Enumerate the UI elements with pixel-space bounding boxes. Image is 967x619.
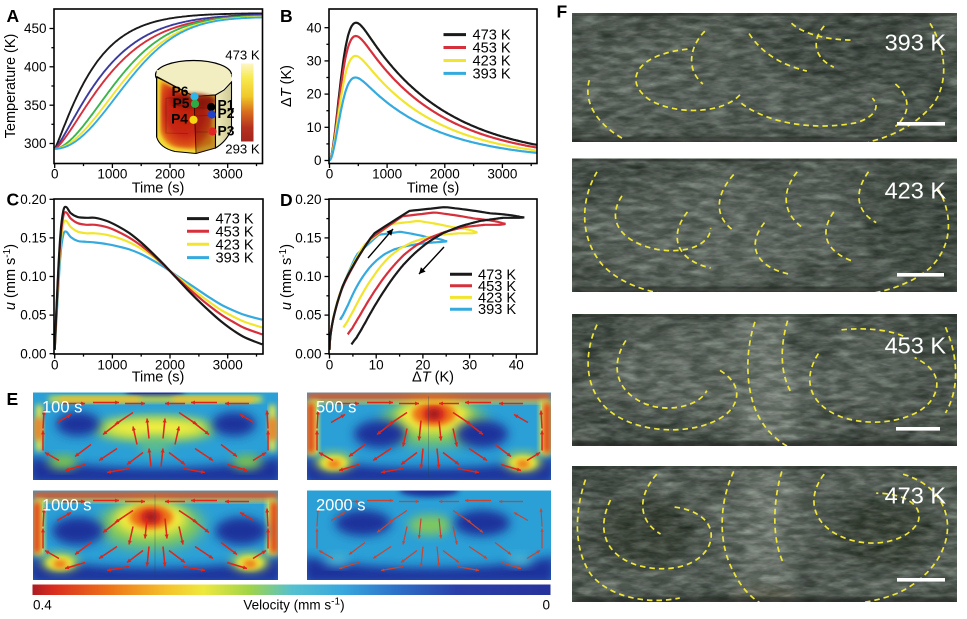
svg-text:0: 0 [51,167,59,182]
svg-text:P2: P2 [218,106,235,121]
svg-text:2000 s: 2000 s [316,497,366,515]
svg-text:Time (s): Time (s) [407,181,460,197]
svg-text:10: 10 [306,120,321,135]
svg-text:2000: 2000 [430,167,460,182]
svg-text:423 K: 423 K [478,290,516,306]
svg-text:1000: 1000 [372,167,402,182]
svg-text:500 s: 500 s [316,399,356,417]
svg-text:0.00: 0.00 [295,346,321,361]
svg-text:1000: 1000 [97,167,127,182]
svg-text:Temperature (K): Temperature (K) [3,34,19,139]
svg-text:450: 450 [24,21,47,36]
svg-text:0.10: 0.10 [295,269,321,284]
svg-text:453 K: 453 K [885,333,947,359]
svg-text:393 K: 393 K [473,66,511,82]
svg-text:Velocity (mm s-1): Velocity (mm s-1) [243,596,344,613]
svg-text:20: 20 [415,358,430,373]
svg-text:0: 0 [314,153,322,168]
svg-text:0: 0 [326,167,334,182]
svg-text:2000: 2000 [155,167,185,182]
svg-text:300: 300 [24,136,47,151]
svg-text:453 K: 453 K [478,279,516,295]
svg-text:P6: P6 [172,84,189,99]
svg-text:u (mm s-1): u (mm s-1) [2,244,20,310]
svg-text:B: B [280,6,293,26]
svg-text:ΔT (K): ΔT (K) [279,65,295,107]
svg-text:30: 30 [462,358,477,373]
svg-text:473 K: 473 K [478,267,516,283]
svg-text:A: A [7,6,20,26]
svg-text:0.10: 0.10 [20,269,46,284]
svg-text:3000: 3000 [487,167,517,182]
svg-text:453 K: 453 K [473,41,511,57]
svg-text:393 K: 393 K [885,30,947,56]
svg-text:Time (s): Time (s) [132,181,185,197]
svg-text:393 K: 393 K [478,302,516,318]
svg-text:P5: P5 [173,96,190,111]
svg-text:473 K: 473 K [216,212,254,228]
svg-text:0.20: 0.20 [20,192,46,207]
svg-text:350: 350 [24,98,47,113]
svg-text:10: 10 [369,358,384,373]
svg-text:P1: P1 [218,98,235,113]
svg-text:0.05: 0.05 [20,308,46,323]
svg-text:400: 400 [24,59,47,74]
svg-text:Time (s): Time (s) [132,370,185,386]
svg-text:423 K: 423 K [216,237,254,253]
svg-text:0.05: 0.05 [295,308,321,323]
svg-text:3000: 3000 [213,358,243,373]
svg-text:423 K: 423 K [473,54,511,70]
svg-text:473 K: 473 K [473,28,511,44]
svg-text:473 K: 473 K [885,483,947,509]
svg-text:423 K: 423 K [885,178,947,204]
svg-text:0.15: 0.15 [295,231,321,246]
svg-text:D: D [280,190,293,210]
svg-text:ΔT (K): ΔT (K) [412,370,454,386]
svg-text:C: C [7,190,20,210]
svg-text:20: 20 [306,87,321,102]
svg-text:393 K: 393 K [216,251,254,267]
svg-text:293 K: 293 K [225,142,260,157]
svg-text:P4: P4 [171,112,188,127]
svg-text:0.20: 0.20 [295,192,321,207]
svg-text:u (mm s-1): u (mm s-1) [278,244,296,310]
svg-text:3000: 3000 [213,167,243,182]
svg-text:453 K: 453 K [216,224,254,240]
svg-text:E: E [7,389,19,409]
svg-text:2000: 2000 [155,358,185,373]
svg-text:0.4: 0.4 [33,598,52,613]
svg-text:40: 40 [306,20,321,35]
svg-text:0.15: 0.15 [20,231,46,246]
svg-text:0: 0 [542,598,550,613]
svg-text:F: F [557,2,568,22]
svg-text:30: 30 [306,54,321,69]
svg-text:0.00: 0.00 [20,346,46,361]
svg-text:1000 s: 1000 s [42,497,92,515]
svg-text:0: 0 [51,358,59,373]
svg-text:473 K: 473 K [225,48,260,63]
svg-text:0: 0 [326,358,334,373]
svg-text:1000: 1000 [97,358,127,373]
svg-text:100 s: 100 s [42,399,82,417]
svg-text:40: 40 [509,358,524,373]
svg-text:P3: P3 [218,124,235,139]
